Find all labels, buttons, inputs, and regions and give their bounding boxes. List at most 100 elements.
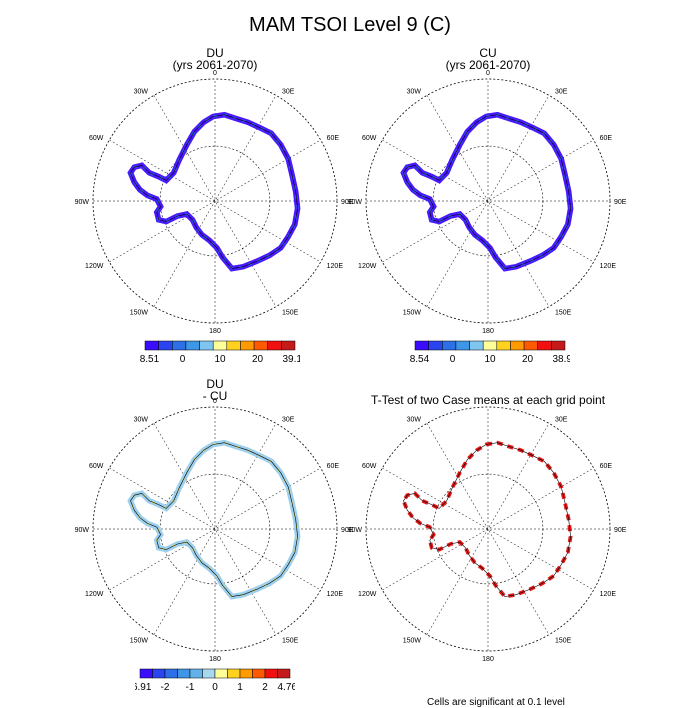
colorbar-diff: -6.91 -2 -1 0 1 2 4.764 [135, 668, 295, 693]
colorbar-swatch [185, 340, 200, 351]
colorbar-label: 0 [450, 354, 456, 365]
colorbar-swatch [158, 340, 173, 351]
colorbar-swatch [172, 340, 187, 351]
map-label-right: 90E [341, 527, 354, 534]
colorbar-label: -38.51 [140, 354, 160, 365]
map-label-bottom: 180 [482, 656, 494, 663]
map-label-br150: 150E [555, 310, 572, 317]
map-label-bl150: 150W [130, 310, 149, 317]
panel-diff-title-line1: DU [206, 377, 224, 391]
colorbar-swatch [164, 668, 178, 679]
map-boundary-circle [365, 78, 611, 324]
colorbar-swatch [551, 340, 566, 351]
map-label-bl120: 120W [358, 263, 377, 270]
colorbar-swatch [202, 668, 216, 679]
figure-title: MAM TSOI Level 9 (C) [249, 14, 451, 36]
panel-cu-title-line1: CU [479, 46, 497, 60]
map-label-br150: 150E [555, 638, 572, 645]
colorbar-swatch [189, 668, 203, 679]
colorbar-swatch [240, 340, 255, 351]
colorbar-label: 10 [214, 354, 226, 365]
map-label-tl60: 60W [362, 463, 377, 470]
colorbar-label: 4.764 [277, 682, 295, 693]
map-label-tl30: 30W [407, 88, 422, 95]
colorbar-swatch [455, 340, 470, 351]
map-label-tl30: 30W [134, 88, 149, 95]
colorbar-label: -38.54 [410, 354, 430, 365]
map-label-br120: 120E [327, 263, 344, 270]
map-label-tr30: 30E [555, 88, 568, 95]
map-boundary-circle [92, 406, 338, 652]
colorbar-swatch [252, 668, 266, 679]
panel-cu-title: CU (yrs 2061-2070) [388, 47, 588, 71]
colorbar-label: 20 [252, 354, 264, 365]
colorbar-swatch [428, 340, 443, 351]
map-label-bl120: 120W [85, 591, 104, 598]
map-label-left: 90W [75, 527, 89, 534]
map-label-bottom: 180 [209, 656, 221, 663]
data-field [400, 111, 574, 272]
colorbar-swatch [442, 340, 457, 351]
map-label-bl120: 120W [358, 591, 377, 598]
map-label-tr60: 60E [327, 463, 340, 470]
map-label-top: 0 [486, 70, 490, 77]
panel-diff-title-line2: - CU [202, 389, 228, 403]
colorbar-swatch [537, 340, 552, 351]
data-field [127, 439, 301, 600]
colorbar-swatch [264, 668, 278, 679]
map-label-bl150: 150W [130, 638, 149, 645]
map-cu: 0 180 90W 90E 30W 30E 60W 60E 120W 120E 150W 150E [348, 70, 627, 335]
colorbar-swatch [510, 340, 525, 351]
colorbar-swatch [469, 340, 484, 351]
map-label-bl150: 150W [403, 310, 422, 317]
colorbar-swatch [414, 340, 429, 351]
map-label-br120: 120E [327, 591, 344, 598]
colorbar-swatch [253, 340, 268, 351]
panel-diff-title: DU - CU [115, 378, 315, 402]
data-field [127, 111, 301, 272]
colorbar-label: 10 [484, 354, 496, 365]
map-label-tr30: 30E [282, 88, 295, 95]
panel-du-title: DU (yrs 2061-2070) [115, 47, 315, 71]
colorbar-swatch [482, 340, 498, 351]
colorbar-label: 39.19 [282, 354, 300, 365]
colorbar-label: 0 [180, 354, 186, 365]
coastline [403, 442, 571, 597]
difference-field [127, 439, 301, 600]
coastline [403, 114, 571, 269]
map-label-top: 0 [213, 398, 217, 405]
temperature-field [400, 111, 574, 272]
map-label-br150: 150E [282, 310, 299, 317]
data-field [401, 440, 573, 599]
map-boundary-circle [92, 78, 338, 324]
colorbar-label: 20 [522, 354, 534, 365]
map-label-bottom: 180 [482, 328, 494, 335]
colorbar-swatch [177, 668, 191, 679]
map-label-tr30: 30E [282, 416, 295, 423]
colorbar-swatch [227, 668, 241, 679]
colorbar-swatch [281, 340, 296, 351]
map-label-left: 90W [348, 199, 362, 206]
colorbar-swatch [496, 340, 511, 351]
meridian-line [153, 423, 277, 635]
map-label-br150: 150E [282, 638, 299, 645]
colorbar-label: -1 [186, 682, 195, 693]
colorbar-swatch [212, 340, 228, 351]
colorbar-swatch [523, 340, 538, 351]
map-label-bl150: 150W [403, 638, 422, 645]
colorbar-swatch [239, 668, 253, 679]
map-label-left: 90W [75, 199, 89, 206]
temperature-field [127, 111, 301, 272]
colorbar-swatch [226, 340, 241, 351]
map-label-right: 90E [614, 527, 627, 534]
map-label-tl30: 30W [134, 416, 149, 423]
colorbar-swatch [199, 340, 214, 351]
map-label-left: 90W [348, 527, 362, 534]
map-label-tl30: 30W [407, 416, 422, 423]
colorbar-label: 1 [237, 682, 243, 693]
colorbar-du: -38.51 0 10 20 39.19 [140, 340, 300, 365]
meridian-line [426, 423, 550, 635]
coastline [130, 114, 298, 269]
panel-ttest-title-line1: T-Test of two Case means at each grid po… [370, 393, 606, 407]
